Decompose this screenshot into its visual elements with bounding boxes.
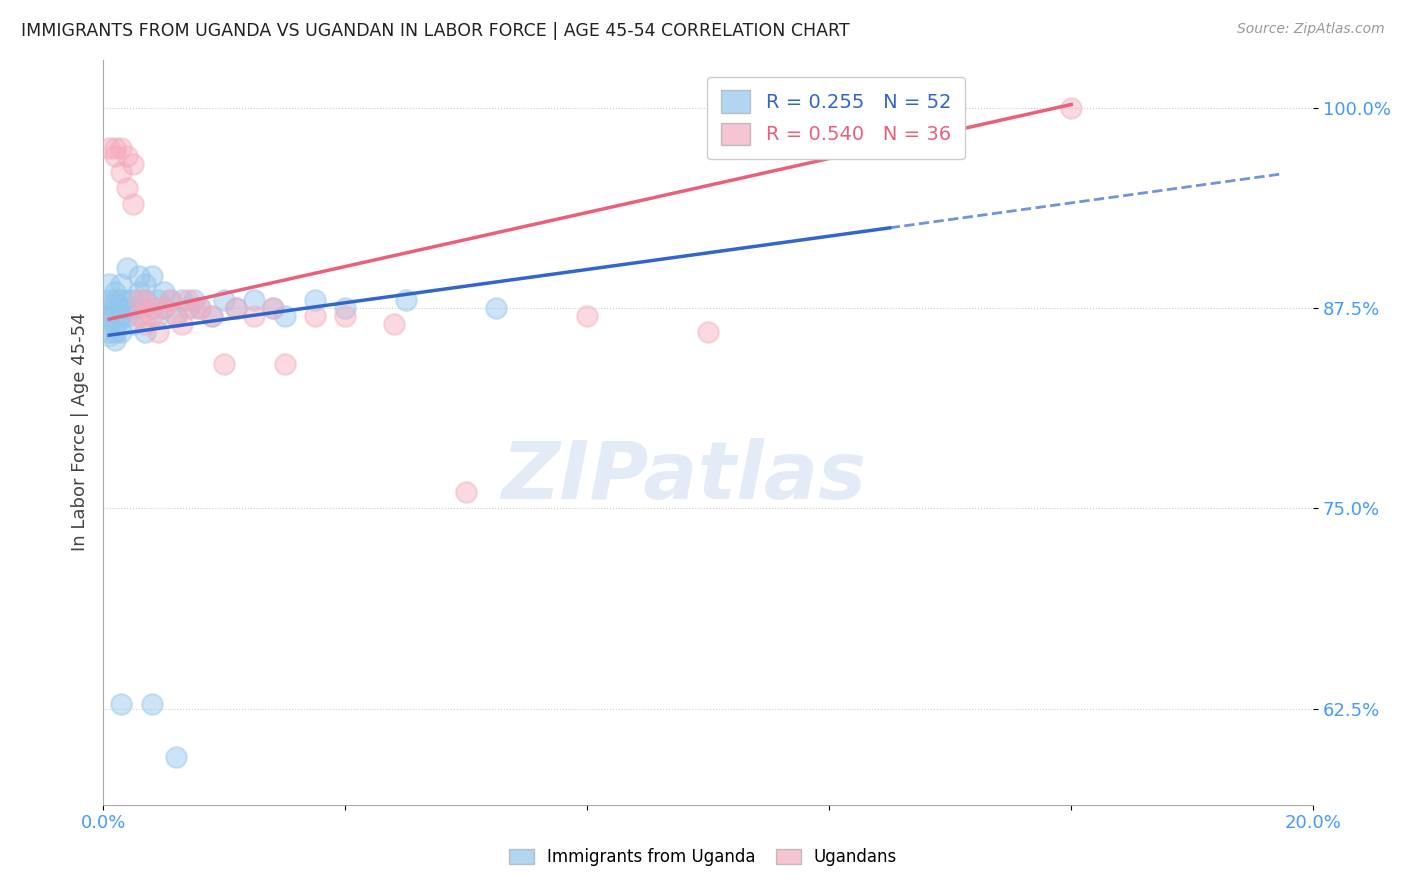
- Point: [104, 141, 127, 155]
- Point: [122, 293, 145, 307]
- Point: [134, 293, 156, 307]
- Point: [134, 277, 156, 291]
- Point: [262, 301, 284, 315]
- Point: [141, 309, 163, 323]
- Point: [456, 485, 478, 500]
- Point: [104, 149, 127, 163]
- Point: [159, 293, 181, 307]
- Point: [485, 301, 508, 315]
- Point: [110, 293, 132, 307]
- Point: [122, 157, 145, 171]
- Point: [697, 325, 720, 339]
- Point: [183, 293, 205, 307]
- Point: [98, 309, 121, 323]
- Point: [122, 317, 145, 331]
- Point: [117, 181, 139, 195]
- Point: [146, 293, 169, 307]
- Point: [159, 293, 181, 307]
- Point: [128, 293, 150, 307]
- Point: [98, 325, 121, 339]
- Point: [134, 317, 156, 331]
- Point: [104, 312, 127, 326]
- Point: [128, 301, 150, 315]
- Point: [177, 301, 200, 315]
- Text: Source: ZipAtlas.com: Source: ZipAtlas.com: [1237, 22, 1385, 37]
- Point: [183, 301, 205, 315]
- Point: [262, 301, 284, 315]
- Point: [225, 301, 247, 315]
- Point: [128, 309, 150, 323]
- Y-axis label: In Labor Force | Age 45-54: In Labor Force | Age 45-54: [72, 313, 89, 551]
- Point: [243, 293, 266, 307]
- Text: IMMIGRANTS FROM UGANDA VS UGANDAN IN LABOR FORCE | AGE 45-54 CORRELATION CHART: IMMIGRANTS FROM UGANDA VS UGANDAN IN LAB…: [21, 22, 849, 40]
- Point: [110, 325, 132, 339]
- Point: [212, 293, 235, 307]
- Point: [98, 325, 121, 339]
- Point: [188, 301, 211, 315]
- Point: [117, 260, 139, 275]
- Point: [152, 285, 174, 299]
- Point: [304, 309, 326, 323]
- Point: [104, 285, 127, 299]
- Point: [177, 293, 200, 307]
- Point: [117, 301, 139, 315]
- Point: [110, 301, 132, 315]
- Point: [122, 196, 145, 211]
- Point: [117, 309, 139, 323]
- Point: [122, 301, 145, 315]
- Point: [170, 317, 193, 331]
- Point: [110, 141, 132, 155]
- Point: [201, 309, 224, 323]
- Point: [273, 309, 295, 323]
- Point: [165, 749, 187, 764]
- Point: [165, 309, 187, 323]
- Point: [141, 268, 163, 283]
- Point: [243, 309, 266, 323]
- Point: [273, 357, 295, 371]
- Point: [128, 285, 150, 299]
- Point: [225, 301, 247, 315]
- Point: [98, 293, 121, 307]
- Point: [165, 309, 187, 323]
- Point: [110, 277, 132, 291]
- Point: [104, 293, 127, 307]
- Point: [104, 325, 127, 339]
- Point: [333, 301, 356, 315]
- Point: [134, 293, 156, 307]
- Point: [134, 325, 156, 339]
- Point: [212, 357, 235, 371]
- Point: [141, 301, 163, 315]
- Point: [110, 309, 132, 323]
- Point: [304, 293, 326, 307]
- Point: [117, 149, 139, 163]
- Point: [104, 333, 127, 347]
- Point: [141, 697, 163, 711]
- Point: [98, 301, 121, 315]
- Point: [117, 293, 139, 307]
- Point: [104, 301, 127, 315]
- Point: [152, 301, 174, 315]
- Point: [170, 293, 193, 307]
- Point: [146, 325, 169, 339]
- Point: [146, 309, 169, 323]
- Point: [98, 309, 121, 323]
- Point: [98, 277, 121, 291]
- Point: [395, 293, 418, 307]
- Text: ZIPatlas: ZIPatlas: [502, 438, 866, 516]
- Legend: Immigrants from Uganda, Ugandans: Immigrants from Uganda, Ugandans: [501, 840, 905, 875]
- Point: [576, 309, 599, 323]
- Point: [1060, 101, 1083, 115]
- Point: [152, 301, 174, 315]
- Point: [141, 301, 163, 315]
- Point: [128, 268, 150, 283]
- Point: [201, 309, 224, 323]
- Legend: R = 0.255   N = 52, R = 0.540   N = 36: R = 0.255 N = 52, R = 0.540 N = 36: [707, 77, 965, 159]
- Point: [188, 301, 211, 315]
- Point: [333, 309, 356, 323]
- Point: [382, 317, 405, 331]
- Point: [110, 697, 132, 711]
- Point: [104, 301, 127, 315]
- Point: [110, 165, 132, 179]
- Point: [98, 141, 121, 155]
